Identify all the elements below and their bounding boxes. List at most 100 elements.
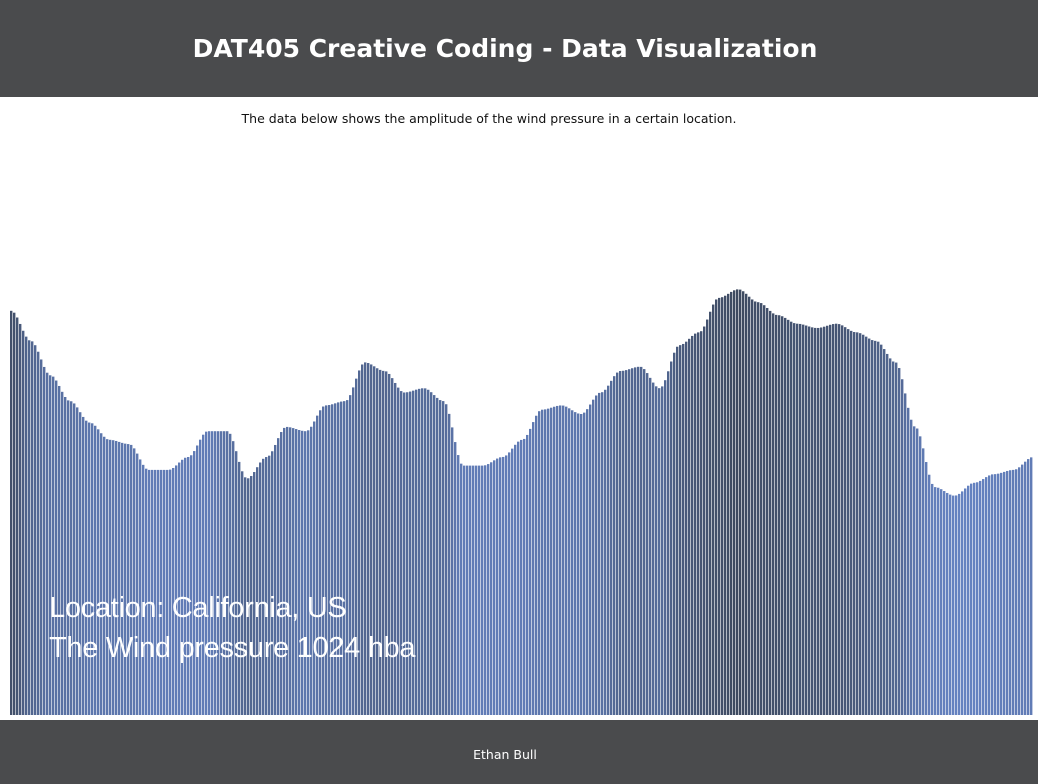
wind-bar bbox=[163, 469, 166, 715]
wind-bar bbox=[361, 364, 364, 715]
wind-bar bbox=[565, 406, 568, 715]
wind-bar bbox=[934, 487, 937, 715]
wind-bar bbox=[148, 469, 151, 715]
wind-bar bbox=[43, 366, 46, 715]
wind-bar bbox=[604, 389, 607, 715]
wind-bar bbox=[997, 473, 1000, 715]
wind-bar bbox=[487, 464, 490, 715]
wind-bar bbox=[685, 341, 688, 715]
wind-bar bbox=[433, 395, 436, 715]
wind-bar bbox=[322, 406, 325, 715]
wind-bar bbox=[247, 478, 250, 715]
wind-bar bbox=[676, 346, 679, 715]
wind-bar bbox=[379, 369, 382, 715]
wind-bar bbox=[514, 444, 517, 715]
location-label: Location: California, US bbox=[49, 592, 347, 624]
wind-bar bbox=[706, 319, 709, 715]
wind-bar bbox=[64, 396, 67, 715]
wind-bar bbox=[643, 369, 646, 715]
wind-bar bbox=[1018, 467, 1021, 715]
wind-bar bbox=[718, 297, 721, 715]
wind-bar bbox=[466, 465, 469, 715]
wind-bar bbox=[49, 375, 52, 715]
wind-bar bbox=[619, 371, 622, 715]
wind-bar bbox=[526, 434, 529, 715]
wind-bar bbox=[238, 461, 241, 715]
wind-bar bbox=[343, 401, 346, 715]
wind-bar bbox=[82, 416, 85, 715]
wind-bar bbox=[157, 469, 160, 715]
wind-bar bbox=[976, 482, 979, 715]
wind-bar bbox=[331, 404, 334, 715]
wind-bar bbox=[535, 415, 538, 715]
wind-bar bbox=[784, 317, 787, 715]
wind-bar bbox=[475, 465, 478, 715]
wind-bar bbox=[913, 426, 916, 715]
wind-bar bbox=[562, 405, 565, 715]
wind-bar bbox=[436, 397, 439, 715]
wind-bar bbox=[937, 487, 940, 715]
wind-bar bbox=[385, 371, 388, 715]
wind-bar bbox=[151, 469, 154, 715]
wind-bar bbox=[637, 366, 640, 715]
wind-bar bbox=[103, 436, 106, 715]
wind-bar bbox=[694, 333, 697, 715]
wind-bar bbox=[697, 332, 700, 715]
wind-bar bbox=[61, 391, 64, 715]
wind-bar bbox=[31, 341, 34, 715]
wind-bar bbox=[1000, 472, 1003, 715]
wind-bar bbox=[547, 408, 550, 715]
wind-bar bbox=[949, 494, 952, 715]
wind-bar bbox=[1021, 464, 1024, 715]
wind-bar bbox=[328, 405, 331, 715]
wind-bar bbox=[178, 462, 181, 715]
wind-bar bbox=[187, 456, 190, 715]
wind-bar bbox=[313, 421, 316, 715]
wind-bar bbox=[868, 338, 871, 715]
wind-bar bbox=[640, 366, 643, 715]
wind-bar bbox=[610, 380, 613, 715]
wind-bar bbox=[853, 332, 856, 715]
wind-bar bbox=[865, 336, 868, 715]
wind-bar bbox=[286, 426, 289, 715]
wind-bar bbox=[556, 405, 559, 715]
wind-bar bbox=[457, 455, 460, 715]
wind-bar bbox=[901, 379, 904, 715]
wind-bar bbox=[724, 295, 727, 715]
wind-bar bbox=[319, 410, 322, 715]
wind-bar bbox=[823, 326, 826, 715]
wind-bar bbox=[370, 364, 373, 715]
wind-bar bbox=[358, 370, 361, 715]
wind-bar bbox=[646, 373, 649, 715]
wind-bar bbox=[118, 441, 121, 715]
pressure-label: The Wind pressure 1024 hba bbox=[49, 632, 416, 664]
wind-bar bbox=[766, 307, 769, 715]
wind-bar bbox=[85, 420, 88, 715]
wind-bar bbox=[793, 323, 796, 715]
wind-bar bbox=[721, 297, 724, 715]
wind-bar bbox=[13, 312, 16, 715]
wind-bar bbox=[1015, 469, 1018, 715]
wind-bar bbox=[673, 352, 676, 715]
wind-bar bbox=[166, 469, 169, 715]
wind-bar bbox=[73, 403, 76, 715]
wind-bar bbox=[28, 340, 31, 715]
wind-bar bbox=[376, 368, 379, 715]
wind-bar bbox=[94, 425, 97, 715]
wind-bar bbox=[574, 412, 577, 715]
wind-bar bbox=[991, 474, 994, 715]
wind-bar bbox=[25, 336, 28, 715]
wind-bar bbox=[805, 325, 808, 715]
wind-bar bbox=[715, 299, 718, 715]
wind-bar bbox=[847, 329, 850, 715]
wind-bar bbox=[259, 462, 262, 715]
wind-bar bbox=[181, 459, 184, 715]
wind-bar bbox=[409, 391, 412, 715]
wind-bar bbox=[121, 442, 124, 715]
wind-bar bbox=[511, 448, 514, 715]
wind-bar bbox=[445, 404, 448, 715]
wind-bar bbox=[979, 480, 982, 715]
wind-bar bbox=[886, 353, 889, 715]
wind-bar bbox=[388, 373, 391, 715]
wind-bar bbox=[970, 483, 973, 715]
